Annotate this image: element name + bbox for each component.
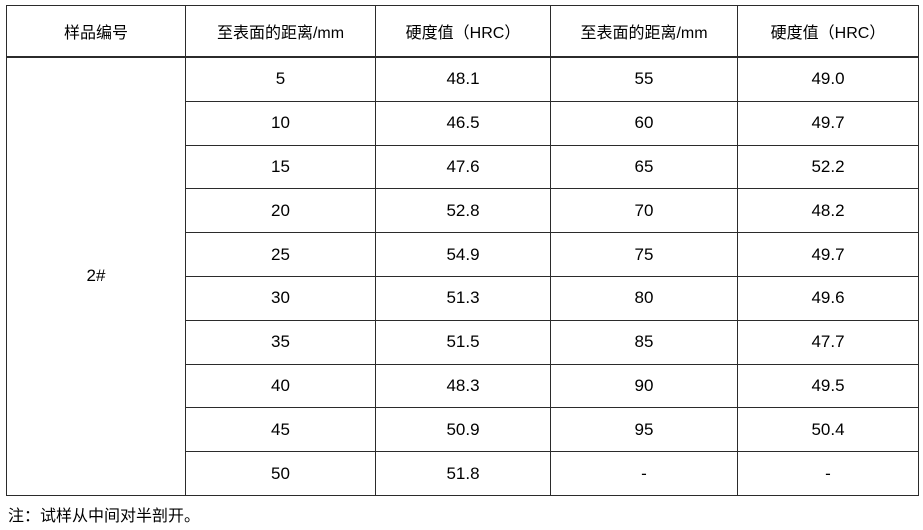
- table-row: 2# 5 48.1 55 49.0: [6, 56, 919, 496]
- col-header-hardness-1: 硬度值（HRC）: [375, 5, 551, 58]
- table-cell-distance: 75: [550, 232, 738, 277]
- table-cell-distance: -: [550, 451, 738, 496]
- table-cell-hardness: 51.3: [375, 275, 551, 321]
- table-cell-hardness: 49.0: [737, 56, 919, 102]
- table-cell-hardness: 49.7: [737, 100, 919, 146]
- table-cell-distance: 90: [550, 363, 738, 409]
- table-cell-hardness: 48.1: [375, 56, 551, 102]
- table-cell-distance: 10: [185, 100, 376, 146]
- col-header-distance-1: 至表面的距离/mm: [185, 5, 376, 58]
- table-row: 20 52.8 70 48.2: [7, 188, 919, 234]
- table-cell-distance: 45: [185, 407, 376, 453]
- table-row: 35 51.5 85 47.7: [7, 319, 919, 365]
- table-cell-hardness: 48.2: [737, 188, 919, 234]
- table-cell-hardness: 54.9: [375, 232, 551, 277]
- table-row: 50 51.8 - -: [7, 451, 919, 496]
- table-cell-hardness: 52.8: [375, 188, 551, 234]
- table-cell-distance: 30: [185, 275, 376, 321]
- table-cell-distance: 55: [550, 56, 738, 102]
- table-cell-hardness: 51.8: [375, 451, 551, 496]
- table-cell-distance: 20: [185, 188, 376, 234]
- col-header-sample-id: 样品编号: [6, 5, 186, 58]
- table-row: 45 50.9 95 50.4: [7, 407, 919, 453]
- table-cell-distance: 25: [185, 232, 376, 277]
- table-header-row: 样品编号 至表面的距离/mm 硬度值（HRC） 至表面的距离/mm 硬度值（HR…: [6, 5, 919, 58]
- table-cell-distance: 65: [550, 144, 738, 190]
- table-cell-hardness: 46.5: [375, 100, 551, 146]
- table-row: 30 51.3 80 49.6: [7, 275, 919, 321]
- table-cell-hardness: 51.5: [375, 319, 551, 365]
- table-cell-distance: 5: [185, 56, 376, 102]
- table-cell-hardness: 49.5: [737, 363, 919, 409]
- table-cell-hardness: -: [737, 451, 919, 496]
- table-row: 10 46.5 60 49.7: [7, 100, 919, 146]
- sample-id-cell: 2#: [6, 56, 186, 496]
- table-row: 40 48.3 90 49.5: [7, 363, 919, 409]
- table-row: 25 54.9 75 49.7: [7, 232, 919, 277]
- table-cell-distance: 50: [185, 451, 376, 496]
- table-cell-distance: 15: [185, 144, 376, 190]
- table-cell-hardness: 49.7: [737, 232, 919, 277]
- table-cell-hardness: 47.6: [375, 144, 551, 190]
- hardness-table: 样品编号 至表面的距离/mm 硬度值（HRC） 至表面的距离/mm 硬度值（HR…: [6, 5, 919, 496]
- table-cell-hardness: 52.2: [737, 144, 919, 190]
- col-header-hardness-2: 硬度值（HRC）: [737, 5, 919, 58]
- table-cell-distance: 40: [185, 363, 376, 409]
- table-cell-distance: 80: [550, 275, 738, 321]
- table-cell-distance: 85: [550, 319, 738, 365]
- table-cell-distance: 60: [550, 100, 738, 146]
- col-header-distance-2: 至表面的距离/mm: [550, 5, 738, 58]
- table-cell-hardness: 49.6: [737, 275, 919, 321]
- table-cell-distance: 70: [550, 188, 738, 234]
- table-row: 15 47.6 65 52.2: [7, 144, 919, 190]
- footnote: 注：试样从中间对半剖开。: [8, 508, 201, 525]
- table-cell-hardness: 50.4: [737, 407, 919, 453]
- table-cell-distance: 95: [550, 407, 738, 453]
- table-cell-distance: 35: [185, 319, 376, 365]
- table-cell-hardness: 47.7: [737, 319, 919, 365]
- table-cell-hardness: 50.9: [375, 407, 551, 453]
- table-cell-hardness: 48.3: [375, 363, 551, 409]
